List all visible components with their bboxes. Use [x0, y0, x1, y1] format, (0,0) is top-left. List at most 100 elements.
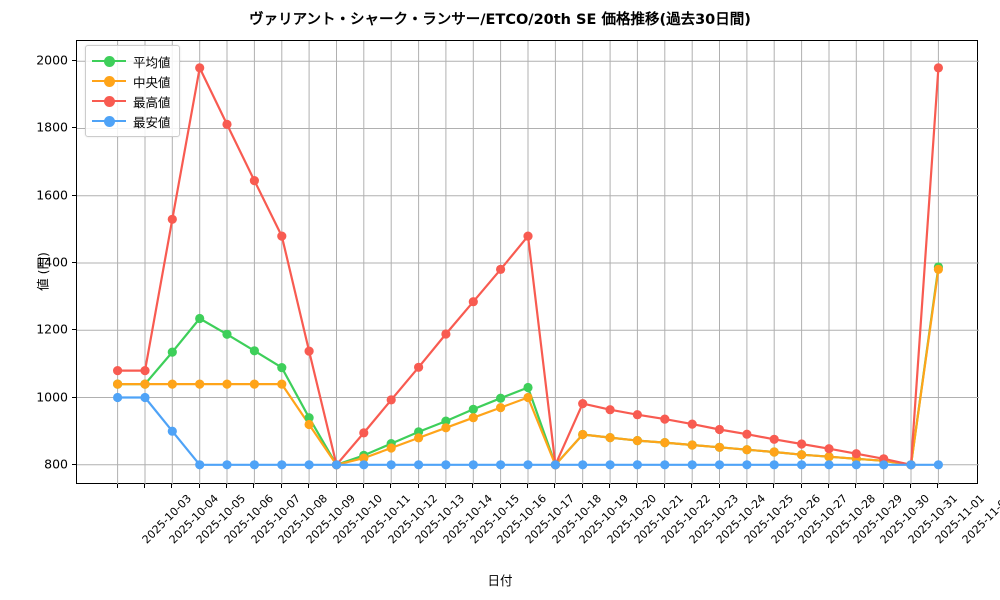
y-tick-label: 800 — [44, 456, 68, 472]
data-point — [742, 460, 752, 470]
x-tick-mark — [691, 484, 693, 488]
data-series-layer — [113, 63, 944, 470]
x-tick-mark — [636, 484, 638, 488]
data-point — [441, 423, 451, 433]
data-point — [331, 460, 342, 470]
data-point — [113, 379, 123, 389]
data-point — [249, 176, 259, 186]
series-line-2 — [116, 66, 940, 466]
data-point — [742, 429, 752, 439]
data-point — [824, 452, 834, 462]
x-tick-mark — [198, 484, 200, 488]
data-point — [769, 447, 779, 457]
y-axis-label: 値 (円) — [35, 252, 51, 291]
data-point — [167, 426, 177, 436]
data-point — [441, 416, 451, 426]
data-point — [797, 450, 807, 460]
data-point — [277, 363, 287, 373]
legend-swatch-3 — [92, 114, 126, 128]
x-tick-mark — [390, 484, 392, 488]
data-point — [249, 460, 259, 470]
chart-title: ヴァリアント・シャーク・ランサー/ETCO/20th SE 価格推移(過去30日… — [249, 12, 751, 28]
data-point — [714, 424, 725, 435]
data-point — [660, 460, 670, 470]
data-point — [742, 445, 752, 455]
x-tick-mark — [280, 484, 282, 488]
data-point — [249, 346, 259, 356]
data-point — [824, 460, 834, 470]
data-point — [879, 460, 889, 470]
x-tick-mark — [417, 484, 419, 488]
data-point — [304, 460, 314, 470]
data-point — [195, 63, 205, 73]
data-point — [687, 419, 697, 429]
data-point — [632, 460, 643, 470]
data-point — [632, 410, 643, 420]
data-point — [660, 414, 670, 424]
data-point — [714, 442, 725, 452]
data-point — [769, 434, 779, 444]
data-point — [468, 404, 478, 414]
data-point — [714, 460, 725, 470]
data-point — [496, 460, 506, 470]
x-tick-mark — [253, 484, 255, 488]
x-tick-mark — [609, 484, 611, 488]
data-point — [140, 379, 150, 389]
data-point — [687, 440, 697, 450]
legend-swatch-1 — [92, 74, 126, 88]
plot-area — [76, 40, 979, 485]
data-point — [304, 346, 314, 356]
data-point — [578, 429, 588, 440]
x-tick-mark — [472, 484, 474, 488]
x-tick-mark — [116, 484, 118, 488]
x-tick-mark — [882, 484, 884, 488]
data-point — [386, 443, 396, 453]
x-tick-mark — [362, 484, 364, 488]
x-tick-mark — [855, 484, 857, 488]
legend-item-3: 最安値 — [92, 111, 171, 131]
data-point — [687, 460, 697, 470]
legend-label: 最安値 — [133, 114, 171, 130]
legend-item-2: 最高値 — [92, 91, 171, 111]
data-point — [496, 393, 506, 403]
y-tick-label: 1800 — [36, 119, 68, 135]
data-point — [441, 329, 451, 339]
legend-label: 中央値 — [133, 74, 171, 90]
data-point — [523, 392, 533, 403]
legend-label: 最高値 — [133, 94, 171, 110]
data-point — [523, 382, 533, 393]
data-point — [222, 460, 232, 470]
data-point — [195, 379, 205, 389]
data-point — [632, 436, 643, 446]
data-point — [496, 403, 506, 413]
data-point — [222, 119, 232, 129]
data-point — [359, 428, 369, 438]
data-point — [906, 460, 916, 470]
data-point — [386, 395, 396, 405]
data-point — [249, 379, 259, 389]
x-tick-mark — [910, 484, 911, 488]
data-point — [359, 460, 369, 470]
x-tick-mark — [937, 484, 939, 488]
data-point — [167, 379, 177, 389]
x-tick-mark — [773, 484, 775, 488]
data-point — [167, 214, 177, 224]
data-point — [386, 460, 396, 470]
data-point — [605, 405, 615, 415]
data-point — [222, 379, 232, 389]
data-point — [195, 460, 205, 470]
data-point — [550, 460, 560, 470]
data-point — [578, 399, 588, 409]
series-line-1 — [116, 268, 940, 466]
x-tick-mark — [718, 484, 720, 488]
data-point — [414, 460, 424, 470]
legend-item-0: 平均値 — [92, 51, 171, 71]
y-tick-label: 1000 — [36, 389, 68, 405]
data-point — [441, 460, 451, 470]
data-point — [140, 392, 150, 403]
data-point — [797, 439, 807, 449]
data-point — [414, 433, 424, 443]
x-tick-mark — [499, 484, 501, 488]
x-tick-mark — [335, 484, 337, 488]
